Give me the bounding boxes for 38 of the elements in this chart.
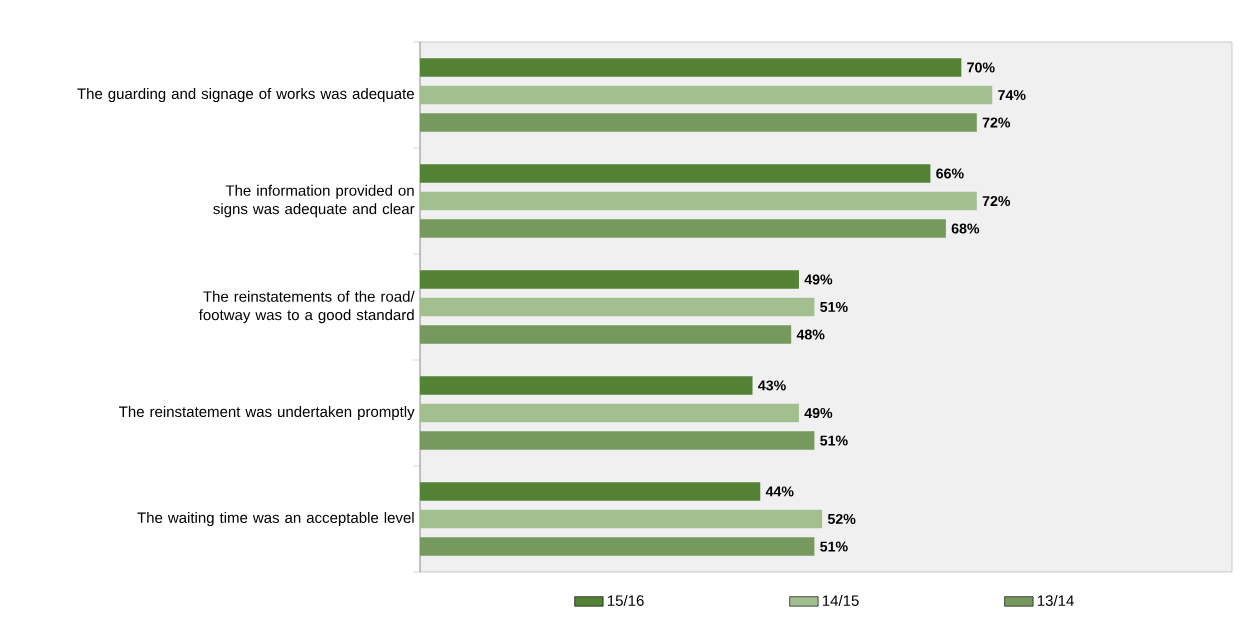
- data-label: 52%: [827, 513, 856, 524]
- data-label: 66%: [936, 168, 964, 179]
- legend-label: 14/15: [822, 594, 859, 606]
- bar: [420, 509, 823, 529]
- bar: [420, 325, 792, 344]
- data-label: 44%: [765, 486, 794, 497]
- data-label: 72%: [982, 117, 1011, 128]
- data-label: 48%: [796, 329, 825, 340]
- y-tick-label: The waiting time was an acceptable level: [137, 512, 414, 526]
- data-label: 51%: [820, 541, 848, 552]
- data-label: 49%: [804, 274, 833, 285]
- bar: [420, 85, 993, 105]
- data-label: 74%: [998, 90, 1026, 100]
- bar: [420, 164, 931, 183]
- data-label: 68%: [951, 223, 980, 234]
- bar: [420, 297, 815, 317]
- data-label: 51%: [820, 435, 848, 446]
- bar: [420, 113, 977, 132]
- y-tick-label: The guarding and signage of works was adequate: [77, 88, 414, 102]
- data-label: 72%: [982, 196, 1011, 206]
- legend-label: 15/16: [607, 594, 644, 606]
- bar: [420, 376, 753, 395]
- y-tick-label: The reinstatement was undertaken promptly: [119, 406, 415, 420]
- bar: [420, 219, 946, 238]
- bar: [420, 482, 761, 501]
- data-label: 70%: [967, 62, 995, 73]
- bar: [420, 431, 815, 450]
- data-label: 51%: [820, 302, 848, 312]
- bar: [420, 537, 815, 556]
- bar: [420, 58, 962, 77]
- y-tick-label: The reinstatements of the road/ footway was to a good standard: [198, 290, 415, 324]
- bar: [420, 191, 977, 211]
- legend-label: 13/14: [1037, 594, 1074, 606]
- data-label: 43%: [758, 380, 786, 391]
- data-label: 49%: [804, 408, 833, 419]
- bar: [420, 403, 799, 423]
- y-tick-label: The information provided on signs was adequate and clear: [213, 184, 415, 218]
- bar: [420, 270, 799, 289]
